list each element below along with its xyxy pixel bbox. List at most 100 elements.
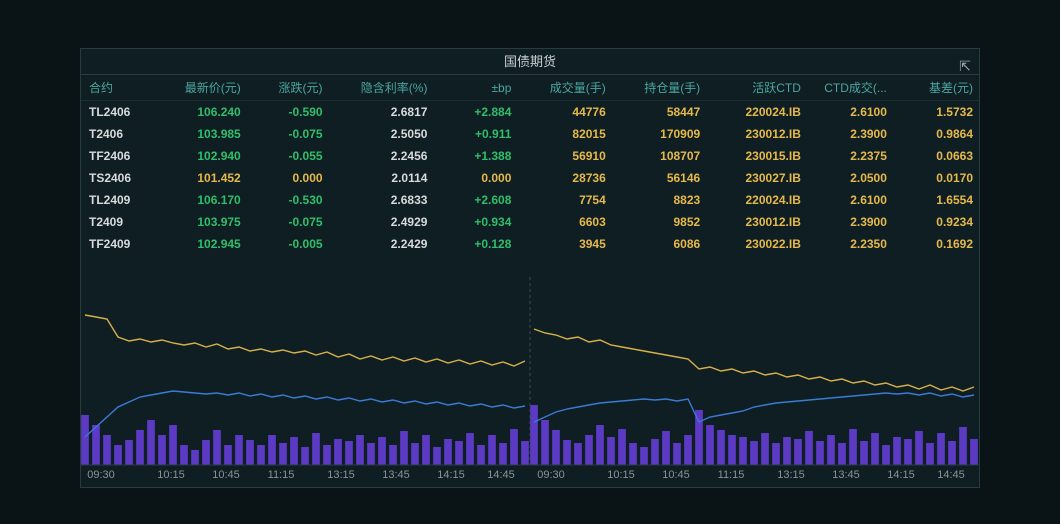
cell-basis: 0.0170 <box>893 167 979 189</box>
x-tick: 14:15 <box>437 469 465 481</box>
table-row[interactable]: T2409103.975-0.0752.4929+0.9346603985223… <box>81 211 979 233</box>
col-oi[interactable]: 持仓量(手) <box>612 75 706 101</box>
cell-ctdvol: 2.6100 <box>807 101 893 124</box>
cell-vol: 44776 <box>517 101 611 124</box>
cell-vol: 3945 <box>517 233 611 255</box>
cell-contract: TL2406 <box>81 101 154 124</box>
cell-ctd: 230022.IB <box>706 233 807 255</box>
cell-chg: -0.530 <box>247 189 329 211</box>
x-tick: 13:45 <box>382 469 410 481</box>
cell-ctdvol: 2.2350 <box>807 233 893 255</box>
cell-oi: 6086 <box>612 233 706 255</box>
col-vol[interactable]: 成交量(手) <box>517 75 611 101</box>
x-tick: 13:15 <box>327 469 355 481</box>
cell-basis: 0.9234 <box>893 211 979 233</box>
cell-ctdvol: 2.6100 <box>807 189 893 211</box>
col-ctd[interactable]: 活跃CTD <box>706 75 807 101</box>
x-tick: 14:45 <box>487 469 515 481</box>
cell-chg: 0.000 <box>247 167 329 189</box>
cell-bp: +1.388 <box>433 145 517 167</box>
cell-chg: -0.075 <box>247 211 329 233</box>
cell-basis: 0.9864 <box>893 123 979 145</box>
table-row[interactable]: T2406103.985-0.0752.5050+0.9118201517090… <box>81 123 979 145</box>
cell-contract: TF2406 <box>81 145 154 167</box>
panel-title: 国债期货 <box>504 54 556 69</box>
cell-ctdvol: 2.2375 <box>807 145 893 167</box>
cell-basis: 0.1692 <box>893 233 979 255</box>
chart-area[interactable]: 09:30 10:15 10:45 11:15 13:15 13:45 14:15 14:45… <box>81 277 979 487</box>
cell-chg: -0.075 <box>247 123 329 145</box>
cell-last: 106.170 <box>154 189 246 211</box>
x-axis-labels: 09:30 10:15 10:45 11:15 13:15 13:45 14:15 14:45… <box>81 469 979 485</box>
cell-last: 103.985 <box>154 123 246 145</box>
col-last[interactable]: 最新价(元) <box>154 75 246 101</box>
price-volume-chart <box>81 277 979 487</box>
popout-icon[interactable]: ⇱ <box>957 53 973 69</box>
cell-irate: 2.6817 <box>329 101 434 124</box>
cell-ctdvol: 2.3900 <box>807 123 893 145</box>
cell-vol: 6603 <box>517 211 611 233</box>
cell-irate: 2.6833 <box>329 189 434 211</box>
cell-contract: TS2406 <box>81 167 154 189</box>
cell-last: 106.240 <box>154 101 246 124</box>
x-tick: 13:45 <box>832 469 860 481</box>
cell-irate: 2.2429 <box>329 233 434 255</box>
cell-bp: +2.608 <box>433 189 517 211</box>
table-row[interactable]: TF2409102.945-0.0052.2429+0.128394560862… <box>81 233 979 255</box>
cell-bp: +0.911 <box>433 123 517 145</box>
x-tick: 10:15 <box>157 469 185 481</box>
cell-last: 101.452 <box>154 167 246 189</box>
x-tick: 10:45 <box>212 469 240 481</box>
cell-chg: -0.055 <box>247 145 329 167</box>
cell-ctdvol: 2.3900 <box>807 211 893 233</box>
cell-contract: T2406 <box>81 123 154 145</box>
table-row[interactable]: TS2406101.4520.0002.01140.00028736561462… <box>81 167 979 189</box>
cell-ctd: 220024.IB <box>706 189 807 211</box>
x-tick: 10:15 <box>607 469 635 481</box>
x-tick: 14:15 <box>887 469 915 481</box>
col-bp[interactable]: ±bp <box>433 75 517 101</box>
cell-contract: TF2409 <box>81 233 154 255</box>
cell-irate: 2.5050 <box>329 123 434 145</box>
cell-irate: 2.4929 <box>329 211 434 233</box>
cell-oi: 56146 <box>612 167 706 189</box>
cell-basis: 1.6554 <box>893 189 979 211</box>
cell-irate: 2.0114 <box>329 167 434 189</box>
x-tick: 11:15 <box>718 469 745 481</box>
col-ctdvol[interactable]: CTD成交(... <box>807 75 893 101</box>
cell-contract: TL2409 <box>81 189 154 211</box>
x-tick: 10:45 <box>662 469 690 481</box>
cell-vol: 56910 <box>517 145 611 167</box>
x-tick: 09:30 <box>87 469 115 481</box>
cell-contract: T2409 <box>81 211 154 233</box>
cell-ctd: 230015.IB <box>706 145 807 167</box>
cell-irate: 2.2456 <box>329 145 434 167</box>
col-irate[interactable]: 隐含利率(%) <box>329 75 434 101</box>
cell-vol: 82015 <box>517 123 611 145</box>
cell-ctd: 230012.IB <box>706 123 807 145</box>
cell-oi: 170909 <box>612 123 706 145</box>
x-tick: 11:15 <box>268 469 295 481</box>
table-row[interactable]: TL2406106.240-0.5902.6817+2.884447765844… <box>81 101 979 124</box>
table-row[interactable]: TF2406102.940-0.0552.2456+1.388569101087… <box>81 145 979 167</box>
futures-table: 合约最新价(元)涨跌(元)隐含利率(%)±bp成交量(手)持仓量(手)活跃CTD… <box>81 75 979 255</box>
cell-oi: 108707 <box>612 145 706 167</box>
cell-vol: 28736 <box>517 167 611 189</box>
title-bar: 国债期货 ⇱ <box>81 49 979 75</box>
cell-last: 103.975 <box>154 211 246 233</box>
x-tick: 09:30 <box>537 469 565 481</box>
cell-basis: 1.5732 <box>893 101 979 124</box>
cell-last: 102.940 <box>154 145 246 167</box>
cell-ctd: 220024.IB <box>706 101 807 124</box>
cell-bp: +0.934 <box>433 211 517 233</box>
col-chg[interactable]: 涨跌(元) <box>247 75 329 101</box>
col-contract[interactable]: 合约 <box>81 75 154 101</box>
x-tick: 13:15 <box>777 469 805 481</box>
cell-ctd: 230012.IB <box>706 211 807 233</box>
cell-chg: -0.590 <box>247 101 329 124</box>
col-basis[interactable]: 基差(元) <box>893 75 979 101</box>
cell-ctdvol: 2.0500 <box>807 167 893 189</box>
futures-panel: 国债期货 ⇱ 合约最新价(元)涨跌(元)隐含利率(%)±bp成交量(手)持仓量(… <box>80 48 980 488</box>
table-row[interactable]: TL2409106.170-0.5302.6833+2.608775488232… <box>81 189 979 211</box>
cell-bp: +0.128 <box>433 233 517 255</box>
